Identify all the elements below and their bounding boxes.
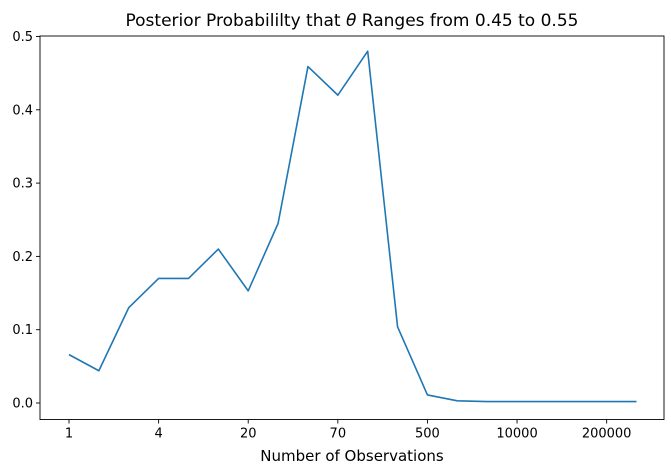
- y-axis-tick-label: 0.1: [12, 323, 33, 338]
- x-axis-ticks: 1 4 20 70 500 10000 200000: [65, 419, 632, 442]
- x-axis-tick-label: 20: [240, 427, 257, 442]
- theta-symbol: θ: [346, 11, 357, 31]
- chart-title-pre: Posterior Probabililty that: [126, 11, 346, 31]
- y-axis-ticks: 0.0 0.1 0.2 0.3 0.4 0.5: [12, 30, 40, 412]
- x-axis-tick-label: 500: [415, 427, 440, 442]
- x-axis-tick-label: 10000: [496, 427, 537, 442]
- x-axis-tick-label: 1: [65, 427, 73, 442]
- y-axis-tick-label: 0.5: [12, 30, 33, 45]
- y-axis-tick-label: 0.0: [12, 397, 33, 412]
- chart-title-post: Ranges from 0.45 to 0.55: [356, 11, 578, 31]
- posterior-probability-line: [68, 50, 637, 403]
- x-axis-tick-label: 200000: [582, 427, 632, 442]
- y-axis-tick-label: 0.4: [12, 103, 33, 118]
- plot-area-border: [39, 35, 665, 420]
- x-axis-tick-label: 4: [154, 427, 162, 442]
- y-axis-tick-label: 0.3: [12, 177, 33, 192]
- chart-title: Posterior Probabililty that θ Ranges fro…: [126, 11, 579, 31]
- x-axis-tick-label: 70: [330, 427, 347, 442]
- x-axis-label: Number of Observations: [260, 447, 444, 465]
- y-axis-tick-label: 0.2: [12, 250, 33, 265]
